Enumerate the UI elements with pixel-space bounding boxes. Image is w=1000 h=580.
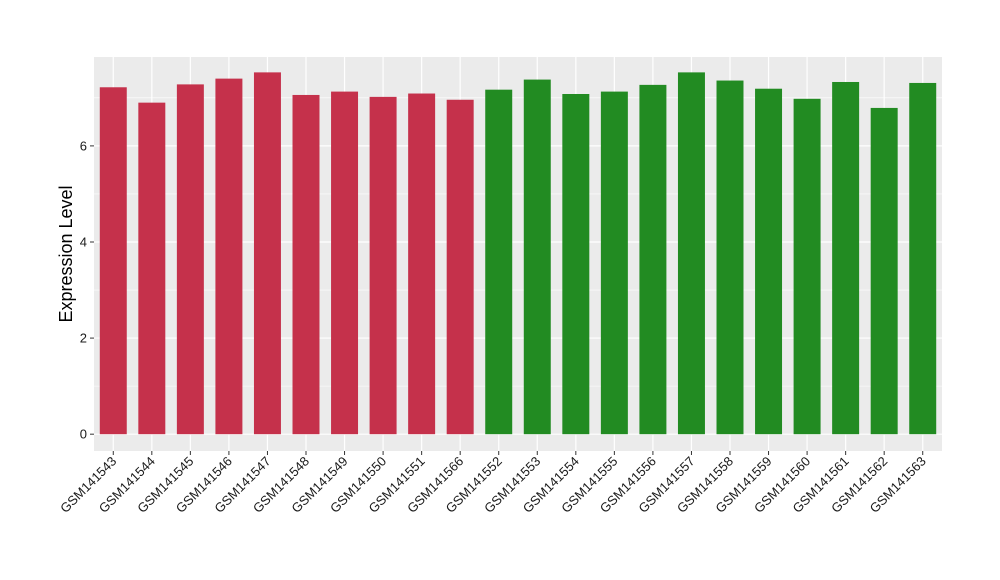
bar-GSM141562 [870, 107, 898, 435]
y-tick-label: 6 [80, 138, 87, 153]
bar-GSM141552 [485, 89, 513, 435]
bar-GSM141554 [562, 93, 590, 435]
bar-GSM141561 [832, 81, 860, 435]
bar-GSM141559 [755, 88, 783, 435]
bar-GSM141548 [292, 94, 320, 435]
bar-GSM141557 [677, 72, 705, 435]
bars [99, 72, 937, 435]
bar-GSM141551 [408, 93, 436, 435]
x-axis: GSM141543GSM141544GSM141545GSM141546GSM1… [57, 451, 929, 516]
bar-GSM141560 [793, 98, 821, 435]
bar-GSM141547 [253, 72, 281, 435]
bar-GSM141549 [331, 91, 359, 435]
bar-GSM141550 [369, 96, 397, 435]
y-axis: 0 2 4 6 [80, 138, 94, 442]
bar-GSM141544 [138, 102, 166, 435]
bar-GSM141543 [99, 87, 127, 435]
y-tick-label: 4 [80, 234, 87, 249]
bar-GSM141555 [600, 91, 628, 435]
bar-GSM141563 [909, 82, 937, 435]
bar-GSM141545 [176, 84, 204, 435]
bar-GSM141566 [446, 99, 474, 435]
y-axis-title: Expression Level [56, 185, 76, 322]
y-tick-label: 0 [80, 427, 87, 442]
y-tick-label: 2 [80, 331, 87, 346]
bar-GSM141556 [639, 84, 667, 435]
bar-GSM141558 [716, 80, 744, 435]
bar-GSM141553 [523, 79, 551, 435]
bar-GSM141546 [215, 78, 243, 435]
